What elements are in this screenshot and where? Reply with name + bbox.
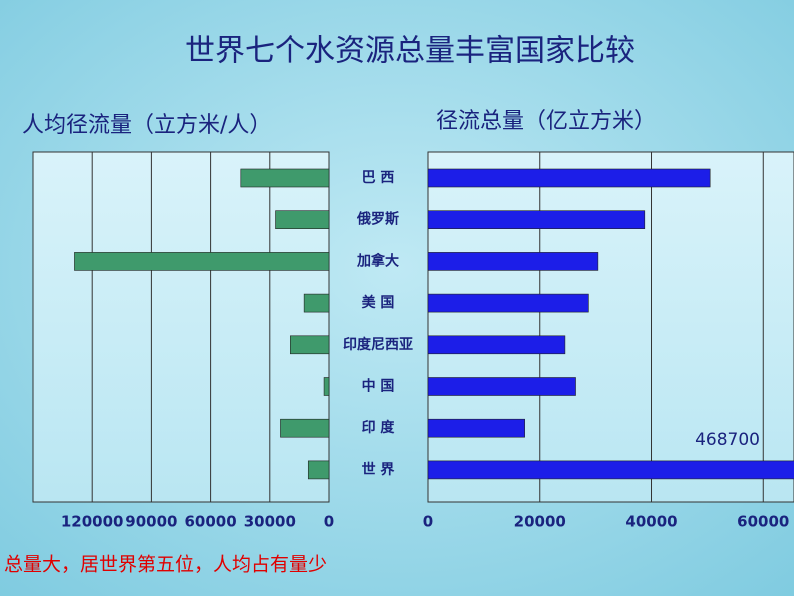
bar: [428, 168, 711, 188]
left-chart-title: 人均径流量（立方米/人）: [22, 113, 271, 138]
bar: [428, 252, 599, 271]
category-label: 印 度: [362, 419, 396, 436]
category-label: 印度尼西亚: [343, 336, 413, 353]
category-label: 加拿大: [356, 252, 399, 269]
category-label: 俄罗斯: [356, 211, 399, 228]
x-tick-label: 60000: [737, 513, 789, 531]
bar: [428, 460, 794, 480]
category-label: 世 界: [362, 461, 396, 478]
x-tick-label: 40000: [625, 513, 677, 531]
x-tick-label: 20000: [514, 513, 566, 531]
bar: [275, 210, 330, 229]
x-tick-label: 0: [423, 513, 433, 531]
bar: [290, 335, 330, 355]
category-label: 美 国: [362, 294, 395, 311]
category-label: 巴 西: [362, 170, 395, 186]
x-tick-label: 60000: [185, 513, 237, 531]
right-chart-title: 径流总量（亿立方米）: [436, 109, 656, 134]
bar: [307, 460, 330, 480]
x-tick-label: 30000: [244, 513, 296, 531]
bars: [74, 168, 330, 480]
category-label: 中 国: [362, 378, 395, 395]
bar: [303, 293, 330, 313]
x-tick-label: 90000: [125, 513, 177, 531]
bar: [428, 335, 566, 355]
bar: [428, 293, 589, 313]
x-tick-label: 120000: [61, 513, 124, 531]
slide-title: 世界七个水资源总量丰富国家比较: [185, 34, 635, 69]
bar: [280, 418, 330, 438]
bar: [74, 252, 330, 271]
bar: [428, 418, 525, 438]
x-tick-label: 0: [324, 513, 334, 531]
bar: [240, 168, 330, 188]
bar: [428, 377, 576, 396]
data-label: 468700: [695, 430, 760, 450]
plot-area: [32, 151, 330, 503]
bars: [428, 168, 794, 480]
plot-area: [427, 151, 794, 503]
footnote: 总量大，居世界第五位，人均占有量少: [4, 554, 327, 576]
bar: [323, 377, 330, 396]
bar: [428, 210, 646, 229]
